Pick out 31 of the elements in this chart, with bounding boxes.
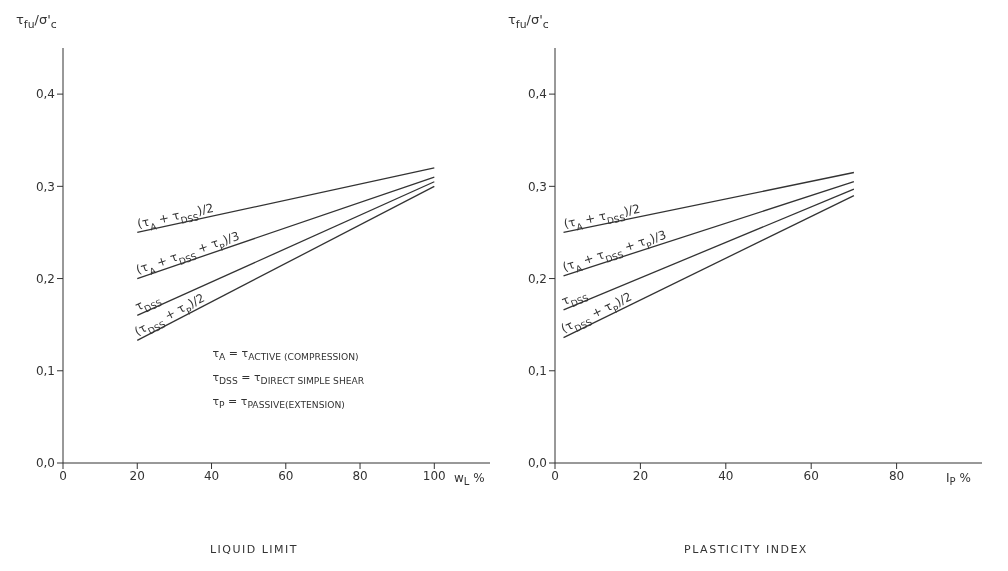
x-axis-title: LIQUID LIMIT <box>208 543 300 556</box>
x-tick-label: 40 <box>203 468 220 483</box>
x-tick-label: 40 <box>718 468 734 483</box>
y-tick-label: 0,1 <box>527 364 547 379</box>
y-tick-label: 0,1 <box>35 364 55 379</box>
y-axis-title: τ$_{fu}$/σ'$_{c}$ <box>16 12 57 31</box>
x-tick-label: 100 <box>422 468 446 483</box>
annotation: τ$_{DSS}$ = τ$_{DIRECT SIMPLE SHEAR}$ <box>212 370 365 386</box>
x-tick-label: 20 <box>632 468 649 483</box>
x-axis-title: PLASTICITY INDEX <box>683 543 809 556</box>
x-tick-label: 0 <box>59 468 67 483</box>
x-tick-label: 20 <box>129 468 145 483</box>
y-tick-label: 0,2 <box>35 271 55 286</box>
annotation: τ$_{A}$ = τ$_{ACTIVE (COMPRESSION)}$ <box>212 346 359 362</box>
x-tick-label: 80 <box>888 468 905 483</box>
x-tick-label: 0 <box>551 468 559 483</box>
y-tick-label: 0,0 <box>35 456 55 471</box>
text: τ$_{DSS}$ <box>559 292 591 310</box>
y-tick-label: 0,4 <box>527 87 547 102</box>
y-tick-label: 0,4 <box>35 87 55 102</box>
y-tick-label: 0,0 <box>527 456 547 471</box>
annotation: τ$_{P}$ = τ$_{PASSIVE(EXTENSION)}$ <box>212 394 345 410</box>
y-tick-label: 0,3 <box>527 179 547 194</box>
x-tick-label: 60 <box>278 468 294 483</box>
text: w$_{L}$ % <box>454 471 485 488</box>
y-axis-title: τ$_{fu}$/σ'$_{c}$ <box>508 12 549 31</box>
y-tick-label: 0,2 <box>527 271 547 286</box>
x-tick-label: 60 <box>803 468 819 483</box>
x-tick-label: 80 <box>352 468 368 483</box>
text: I$_{P}$ % <box>946 471 971 488</box>
y-tick-label: 0,3 <box>35 179 55 194</box>
